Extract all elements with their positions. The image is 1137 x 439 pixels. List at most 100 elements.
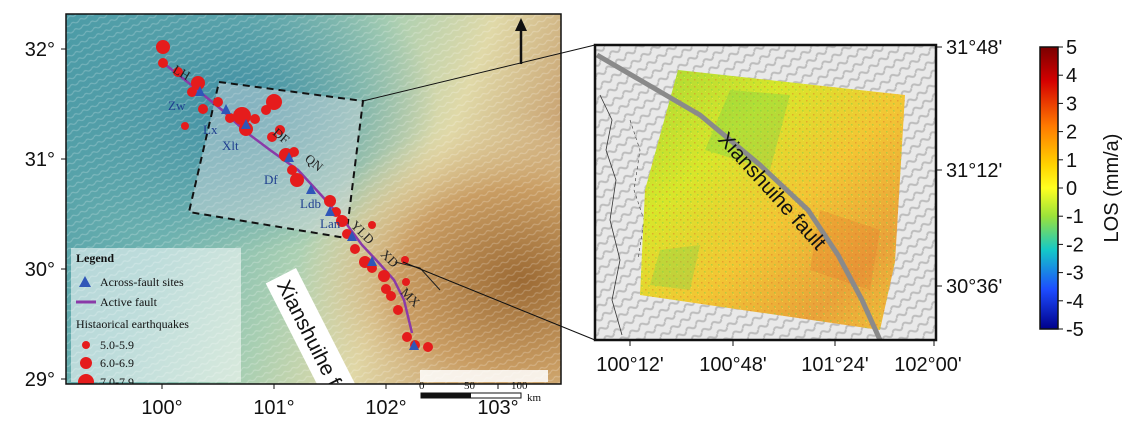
earthquake-marker (350, 244, 360, 254)
legend-across-fault: Across-fault sites (100, 275, 184, 289)
earthquake-marker (181, 122, 189, 130)
scale-0: 0 (419, 380, 425, 392)
earthquake-marker (156, 40, 170, 54)
earthquake-marker (378, 270, 390, 282)
earthquake-marker (289, 147, 299, 157)
across-fault-site-marker (241, 119, 251, 129)
across-fault-sites (195, 86, 419, 350)
north-arrow-icon (515, 18, 527, 64)
lat-tick-32: 32° (25, 39, 55, 61)
earthquake-marker (187, 87, 197, 97)
map-legend: Legend Across-fault sites Active fault H… (71, 248, 241, 389)
scale-unit: km (527, 392, 542, 404)
earthquake-marker (250, 114, 260, 124)
earthquake-marker (381, 284, 391, 294)
connector-top (362, 44, 596, 102)
left-lat-axis: 32° 31° 30° 29° (25, 39, 66, 391)
site-label-lan: Lan (320, 216, 341, 231)
lat-tick-30: 30° (25, 259, 55, 281)
right-lon-axis: 100°12' 100°48' 101°24' 102°00' (596, 340, 962, 376)
legend-title: Legend (76, 251, 114, 265)
earthquake-marker (158, 58, 168, 68)
scale-100: 100 (511, 380, 528, 392)
earthquake-marker (191, 76, 205, 90)
connector-bottom (402, 261, 596, 341)
los-colorbar: 5 4 3 2 1 0 -1 -2 -3 -4 -5 LOS (mm/a) (1039, 37, 1123, 341)
earthquake-marker (233, 107, 251, 125)
earthquake-marker (336, 215, 348, 227)
lon-tick-101: 101° (253, 397, 294, 419)
across-fault-site-marker (284, 152, 294, 162)
right-map: Xianshuihe fault (595, 45, 936, 340)
right-map-frame (593, 43, 938, 342)
earthquake-marker (225, 113, 235, 123)
earthquake-marker (287, 165, 297, 175)
scale-50: 50 (464, 380, 476, 392)
earthquake-marker (173, 67, 183, 77)
colorbar-tick-label: 3 (1066, 93, 1077, 115)
earthquake-marker (368, 221, 376, 229)
lon-tick-102-00: 102°00' (894, 354, 961, 376)
lat-tick-30-36: 30°36' (946, 276, 1002, 298)
site-label-xlt: Xlt (222, 138, 239, 153)
xianshuihe-fault-trace (595, 52, 883, 340)
legend-mag3: 7.0-7.9 (100, 375, 134, 389)
colorbar-tick-label: -3 (1066, 263, 1084, 285)
colorbar-ramp (1039, 46, 1059, 330)
lat-tick-31-12: 31°12' (946, 160, 1002, 182)
lon-tick-101-24: 101°24' (801, 354, 868, 376)
earthquake-marker (213, 97, 223, 107)
colorbar-tick-label: 1 (1066, 150, 1077, 172)
lat-tick-29: 29° (25, 369, 55, 391)
earthquake-marker (275, 125, 285, 135)
left-map-frame (65, 13, 562, 385)
colorbar-tick-label: -1 (1066, 206, 1084, 228)
eq-medium-icon (80, 357, 92, 369)
colorbar-tick-label: 4 (1066, 65, 1077, 87)
colorbar-tick-label: -5 (1066, 319, 1084, 341)
earthquake-marker (290, 173, 304, 187)
earthquake-marker (386, 291, 396, 301)
scale-bar (420, 370, 548, 382)
earthquake-marker (402, 278, 410, 286)
earthquake-marker (266, 94, 282, 110)
earthquake-marker (267, 132, 277, 142)
earthquake-marker (393, 305, 403, 315)
earthquake-marker (423, 342, 433, 352)
earthquake-marker (198, 104, 208, 114)
colorbar-label: LOS (mm/a) (1101, 134, 1123, 243)
colorbar-tick-label: 0 (1066, 178, 1077, 200)
colorbar-tick-label: -2 (1066, 234, 1084, 256)
lat-tick-31: 31° (25, 149, 55, 171)
scale-bar-ticks: 0 50 100 km (419, 380, 542, 404)
site-label-zw: Zw (168, 98, 186, 113)
legend-mag2: 6.0-6.9 (100, 356, 134, 370)
colorbar-tick-label: 5 (1066, 37, 1077, 59)
colorbar-tick-label: 2 (1066, 122, 1077, 144)
site-label-lx: Lx (203, 122, 218, 137)
across-fault-site-marker (347, 231, 357, 241)
colorbar-tick-label: -4 (1066, 291, 1084, 313)
legend-mag1: 5.0-5.9 (100, 338, 134, 352)
lon-tick-100: 100° (141, 397, 182, 419)
across-fault-site-marker (367, 256, 377, 266)
lon-tick-100-12: 100°12' (596, 354, 663, 376)
site-label-df: Df (264, 172, 278, 187)
eq-small-icon (82, 341, 90, 349)
across-fault-site-marker (306, 184, 316, 194)
lon-tick-103: 103° (477, 397, 518, 419)
across-fault-site-marker (221, 104, 231, 114)
across-fault-site-marker (195, 86, 205, 96)
triangle-icon (79, 276, 91, 287)
lat-tick-31-48: 31°48' (946, 37, 1002, 59)
colorbar-ticks: 5 4 3 2 1 0 -1 -2 -3 -4 -5 (1058, 37, 1084, 341)
right-lat-axis: 31°48' 31°12' 30°36' (936, 37, 1002, 298)
left-lon-axis: 100° 101° 102° 103° (141, 384, 519, 419)
lon-tick-102: 102° (365, 397, 406, 419)
legend-eq-title: Histaorical earthquakes (76, 317, 189, 331)
earthquake-marker (402, 332, 412, 342)
across-fault-site-marker (409, 340, 419, 350)
site-label-ldb: Ldb (300, 196, 321, 211)
across-fault-site-marker (325, 206, 335, 216)
